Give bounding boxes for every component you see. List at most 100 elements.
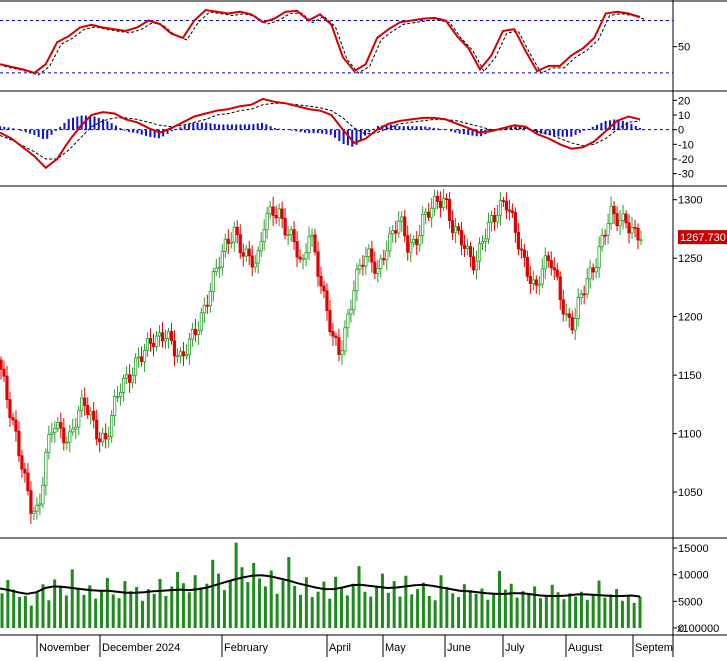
candle-body	[164, 339, 166, 341]
volume-bar	[264, 586, 267, 628]
candle-body	[176, 356, 178, 357]
macd-histogram-bar	[25, 130, 27, 133]
volume-bar	[153, 594, 156, 628]
candle-body	[90, 411, 92, 414]
volume-bar	[533, 586, 536, 628]
macd-histogram-bar	[244, 124, 246, 129]
volume-bar	[164, 596, 167, 628]
candle-body	[389, 234, 391, 251]
volume-bar	[129, 591, 132, 628]
y-tick-label: 50	[678, 42, 690, 54]
volume-bar	[439, 575, 442, 628]
candle-body	[529, 276, 531, 283]
candle-body	[514, 213, 516, 233]
candle-body	[293, 230, 295, 242]
macd-histogram-bar	[575, 130, 577, 135]
macd-histogram-bar	[450, 130, 452, 132]
volume-bar	[639, 597, 642, 628]
candle-body	[24, 469, 26, 473]
candle-body	[212, 272, 214, 292]
candle-body	[469, 247, 471, 257]
volume-bar	[562, 599, 565, 628]
volume-bar	[592, 595, 595, 628]
volume-bar	[445, 587, 448, 628]
volume-bar	[574, 597, 577, 628]
candle-body	[395, 231, 397, 234]
volume-bar	[24, 596, 27, 628]
macd-histogram-bar	[59, 127, 61, 130]
y-tick-label: 1150	[678, 370, 702, 382]
candle-body	[466, 247, 468, 249]
candle-body	[128, 375, 130, 383]
candle-body	[371, 249, 373, 262]
candle-body	[577, 298, 579, 319]
candle-body	[365, 256, 367, 266]
macd-histogram-bar	[240, 124, 242, 129]
candle-body	[610, 206, 612, 223]
candle-body	[407, 236, 409, 253]
candle-body	[275, 215, 277, 217]
candle-body	[221, 252, 223, 268]
candle-body	[194, 329, 196, 334]
macd-histogram-bar	[373, 129, 375, 130]
volume-bar	[12, 590, 15, 628]
volume-bar	[200, 587, 203, 628]
macd-histogram-bar	[93, 117, 95, 130]
macd-histogram-bar	[214, 124, 216, 130]
candle-body	[203, 305, 205, 313]
candle-body	[296, 242, 298, 257]
candle-body	[499, 201, 501, 216]
candle-body	[356, 269, 358, 290]
candle-body	[87, 405, 89, 414]
candle-body	[93, 411, 95, 420]
macd-histogram-bar	[459, 130, 461, 134]
candle-body	[155, 336, 157, 347]
candle-body	[628, 223, 630, 233]
macd-histogram-bar	[136, 130, 138, 134]
candle-body	[347, 314, 349, 328]
candle-body	[209, 291, 211, 305]
y-tick-label: 1050	[678, 487, 702, 499]
volume-bar	[621, 601, 624, 628]
candle-body	[137, 357, 139, 358]
volume-bar	[258, 578, 261, 628]
volume-bar	[457, 597, 460, 628]
candle-body	[386, 251, 388, 260]
macd-histogram-bar	[171, 130, 173, 132]
volume-bar	[399, 597, 402, 628]
x-tick-label: Septem	[635, 642, 673, 654]
candle-body	[30, 491, 32, 514]
candle-body	[326, 291, 328, 311]
volume-bar	[381, 574, 384, 628]
candle-body	[218, 267, 220, 268]
macd-histogram-bar	[197, 123, 199, 130]
candle-body	[487, 222, 489, 239]
macd-histogram-bar	[308, 130, 310, 134]
x-tick-label: February	[224, 642, 269, 654]
macd-histogram-bar	[579, 130, 581, 133]
volume-bar	[369, 597, 372, 628]
macd-histogram-bar	[420, 126, 422, 130]
volume-bar	[586, 600, 589, 628]
stochastic-panel: 50	[0, 10, 690, 75]
volume-bar	[217, 574, 220, 628]
candle-body	[478, 244, 480, 262]
candle-body	[48, 435, 50, 453]
candle-body	[421, 214, 423, 235]
candle-body	[427, 212, 429, 217]
candle-body	[377, 268, 379, 273]
candle-body	[544, 256, 546, 269]
candle-body	[565, 314, 567, 315]
candle-body	[493, 215, 495, 221]
candle-body	[107, 437, 109, 439]
macd-histogram-bar	[429, 127, 431, 129]
candle-body	[206, 305, 208, 306]
macd-histogram-bar	[562, 130, 564, 137]
volume-bar	[211, 560, 214, 628]
candle-body	[338, 338, 340, 355]
candle-body	[33, 511, 35, 513]
candle-body	[308, 237, 310, 253]
candle-body	[266, 214, 268, 230]
